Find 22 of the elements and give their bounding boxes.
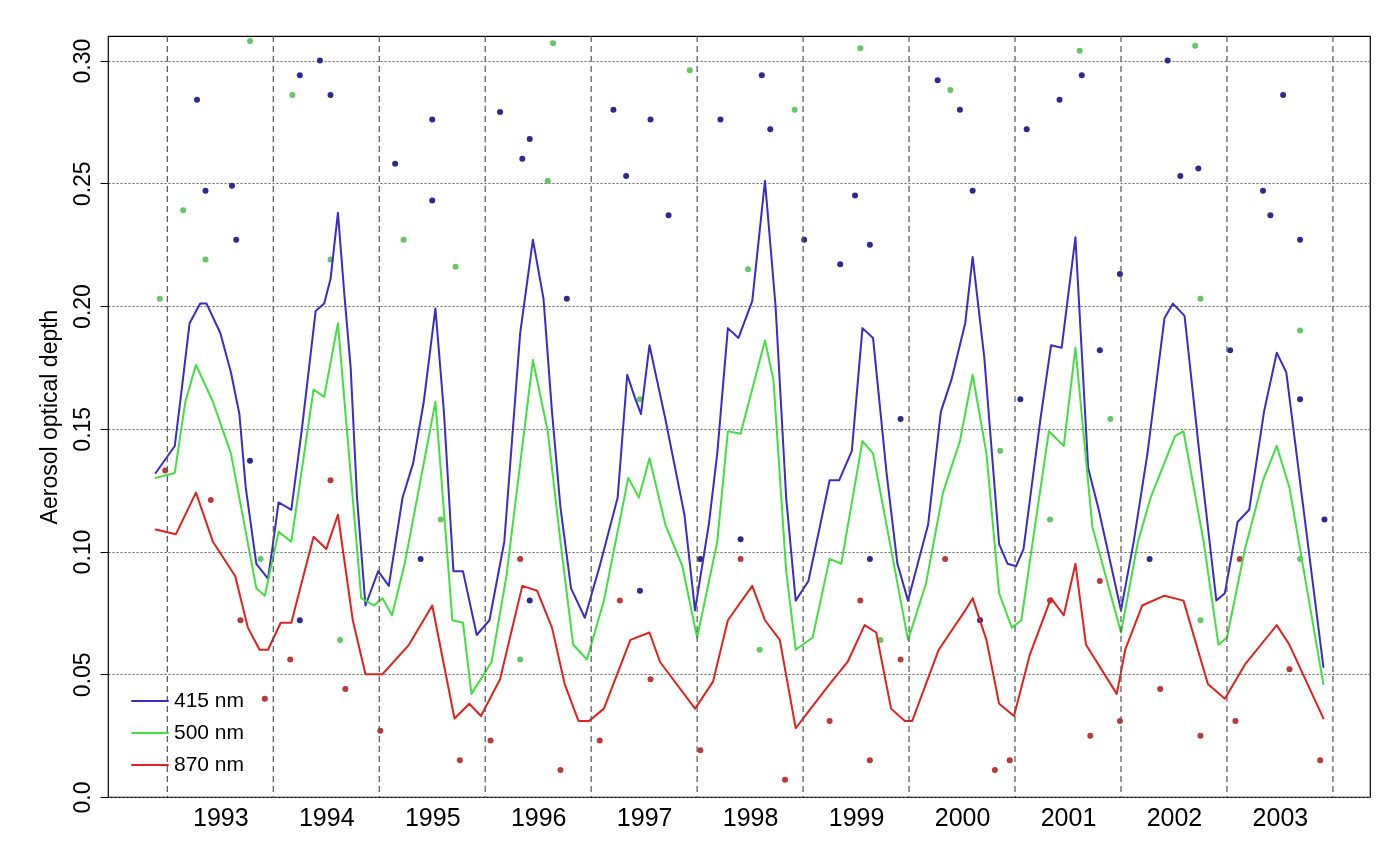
x-tick-label: 1996 xyxy=(510,802,567,831)
x-tick-label: 1993 xyxy=(193,802,249,831)
x-tick-label: 1994 xyxy=(298,802,355,831)
legend-label: 870 nm xyxy=(174,752,245,775)
x-tick-label: 1998 xyxy=(722,802,779,831)
legend-label: 415 nm xyxy=(174,688,245,711)
legend-label: 500 nm xyxy=(174,720,245,743)
x-tick-label: 2001 xyxy=(1040,802,1097,831)
x-tick-label: 1997 xyxy=(616,802,673,831)
y-tick-label: 0.15 xyxy=(68,406,95,452)
y-tick-label: 0.05 xyxy=(68,652,95,698)
x-tick-label: 1995 xyxy=(404,802,461,831)
y-tick-label: 0.10 xyxy=(68,529,95,575)
y-axis-title: Aerosol optical depth xyxy=(35,309,62,525)
x-tick-label: 1999 xyxy=(828,802,885,831)
y-tick-label: 0.20 xyxy=(68,284,95,329)
y-tick-label: 0.25 xyxy=(68,161,95,207)
x-tick-label: 2000 xyxy=(934,802,991,831)
x-tick-label: 2003 xyxy=(1252,802,1309,831)
x-tick-label: 2002 xyxy=(1146,802,1203,831)
y-tick-label: 0.30 xyxy=(68,38,95,84)
y-tick-label: 0.0 xyxy=(68,781,95,814)
